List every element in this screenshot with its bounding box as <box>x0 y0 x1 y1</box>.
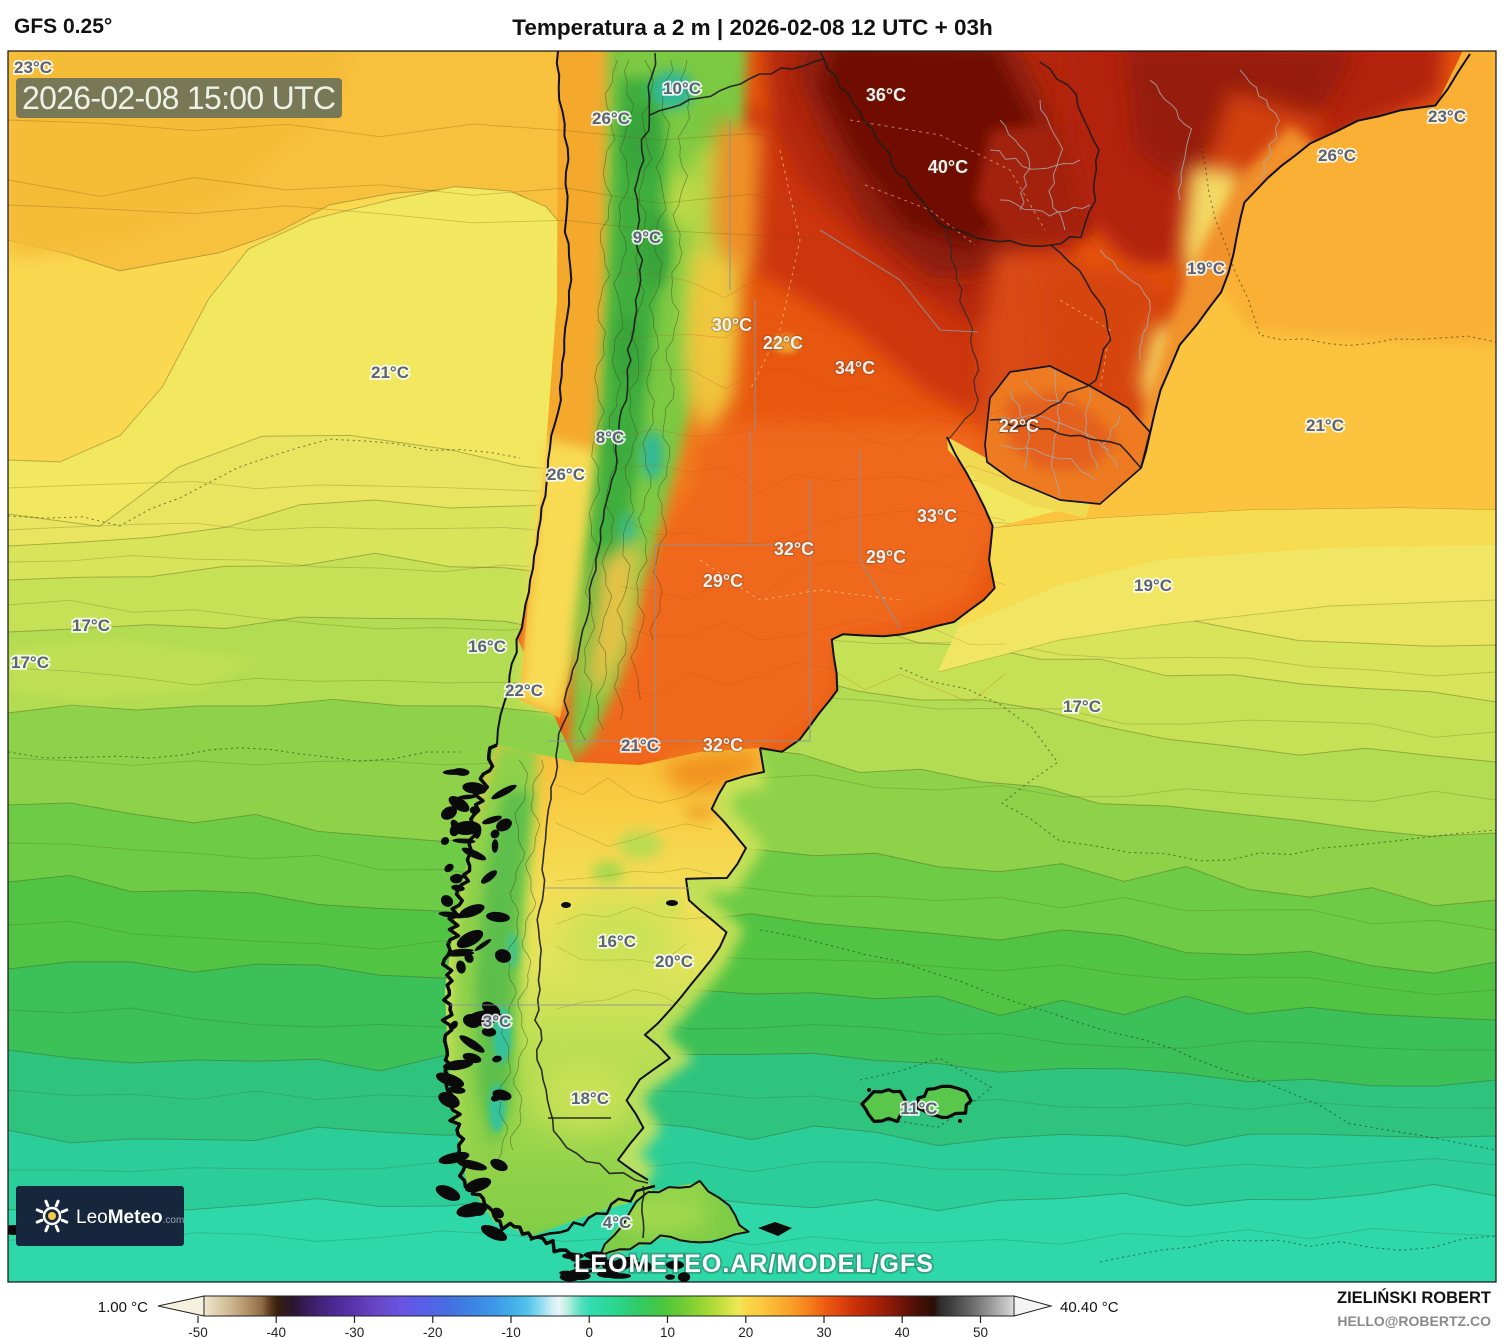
svg-text:LeoMeteo.com: LeoMeteo.com <box>76 1207 184 1228</box>
svg-text:23°C: 23°C <box>14 58 52 77</box>
svg-text:HELLO@ROBERTZ.CO: HELLO@ROBERTZ.CO <box>1337 1313 1491 1329</box>
svg-text:-40: -40 <box>266 1325 286 1338</box>
svg-text:-10: -10 <box>501 1325 521 1338</box>
svg-text:30: 30 <box>816 1325 831 1338</box>
svg-text:36°C: 36°C <box>866 85 906 105</box>
svg-text:ZIELIŃSKI ROBERT: ZIELIŃSKI ROBERT <box>1337 1288 1491 1307</box>
svg-text:22°C: 22°C <box>505 681 543 700</box>
svg-text:LEOMETEO.AR/MODEL/GFS: LEOMETEO.AR/MODEL/GFS <box>574 1250 934 1278</box>
svg-text:26°C: 26°C <box>592 109 630 128</box>
svg-text:29°C: 29°C <box>866 547 906 567</box>
svg-text:9°C: 9°C <box>633 228 662 247</box>
svg-text:18°C: 18°C <box>571 1089 609 1108</box>
svg-text:20: 20 <box>738 1325 753 1338</box>
svg-text:19°C: 19°C <box>1134 576 1172 595</box>
svg-text:32°C: 32°C <box>703 735 743 755</box>
svg-text:50: 50 <box>973 1325 988 1338</box>
svg-text:32°C: 32°C <box>774 539 814 559</box>
svg-text:20°C: 20°C <box>655 952 693 971</box>
svg-text:17°C: 17°C <box>72 616 110 635</box>
svg-text:29°C: 29°C <box>703 571 743 591</box>
svg-text:-20: -20 <box>423 1325 443 1338</box>
svg-text:30°C: 30°C <box>712 315 752 335</box>
svg-text:16°C: 16°C <box>468 637 506 656</box>
svg-text:10°C: 10°C <box>663 79 701 98</box>
svg-text:10: 10 <box>660 1325 675 1338</box>
svg-text:23°C: 23°C <box>1428 107 1466 126</box>
svg-text:34°C: 34°C <box>835 358 875 378</box>
svg-text:1.00 °C: 1.00 °C <box>98 1299 148 1316</box>
svg-text:2026-02-08 15:00 UTC: 2026-02-08 15:00 UTC <box>22 80 336 116</box>
svg-text:21°C: 21°C <box>371 363 409 382</box>
svg-text:16°C: 16°C <box>598 932 636 951</box>
svg-text:22°C: 22°C <box>763 333 803 353</box>
svg-text:3°C: 3°C <box>483 1012 512 1031</box>
svg-text:8°C: 8°C <box>596 428 625 447</box>
svg-text:11°C: 11°C <box>900 1099 937 1118</box>
svg-text:17°C: 17°C <box>1063 697 1101 716</box>
svg-text:22°C: 22°C <box>999 416 1039 436</box>
svg-text:-30: -30 <box>345 1325 365 1338</box>
svg-text:19°C: 19°C <box>1187 259 1225 278</box>
svg-text:21°C: 21°C <box>1306 416 1344 435</box>
svg-text:21°C: 21°C <box>621 736 659 755</box>
svg-text:17°C: 17°C <box>11 653 49 672</box>
svg-text:33°C: 33°C <box>917 506 957 526</box>
svg-text:4°C: 4°C <box>603 1213 632 1232</box>
svg-text:40: 40 <box>895 1325 910 1338</box>
svg-text:40.40 °C: 40.40 °C <box>1060 1299 1119 1316</box>
svg-text:-50: -50 <box>188 1325 208 1338</box>
svg-text:40°C: 40°C <box>928 157 968 177</box>
svg-text:26°C: 26°C <box>547 465 585 484</box>
svg-text:26°C: 26°C <box>1318 146 1356 165</box>
svg-text:0: 0 <box>585 1325 593 1338</box>
